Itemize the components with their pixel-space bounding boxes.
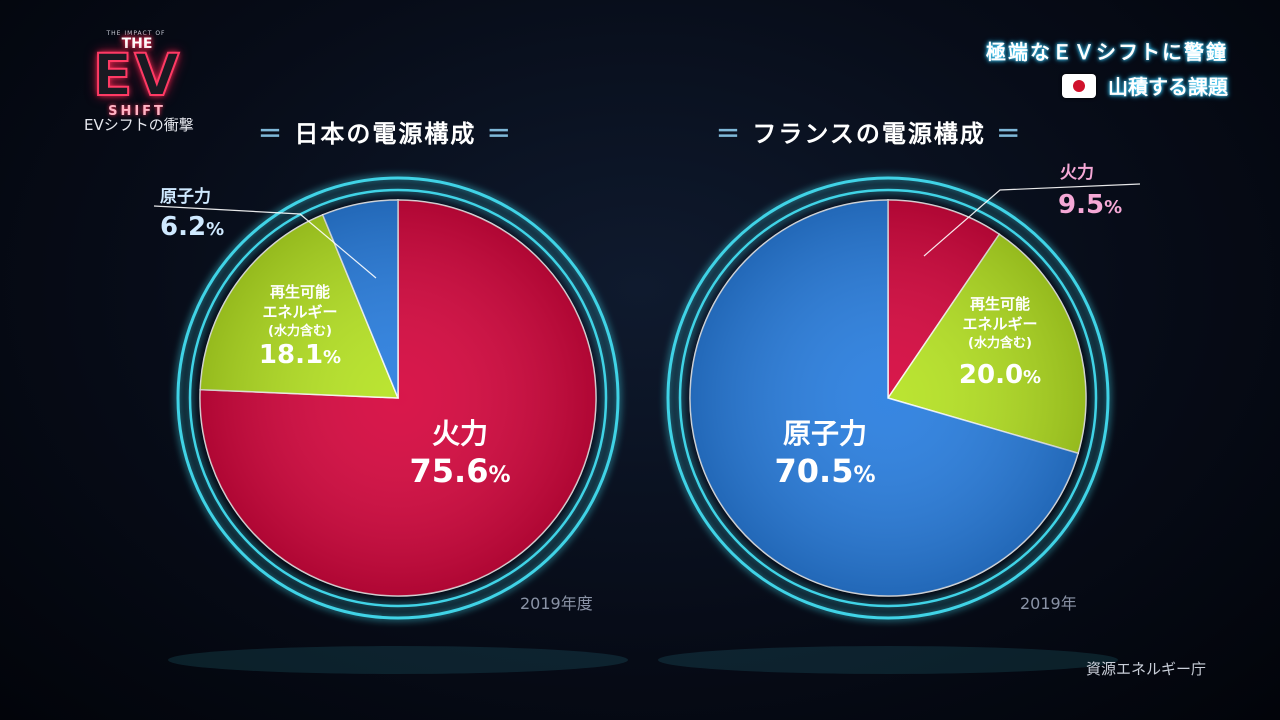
headline-caption: 極端なＥＶシフトに警鐘 山積する課題 — [986, 36, 1228, 100]
japan-flag-icon — [1062, 73, 1096, 98]
france-chart-title: ＝ フランスの電源構成 ＝ — [716, 114, 1022, 149]
logo-ev-text: EV — [92, 41, 182, 109]
japan-floor-reflection — [168, 646, 628, 674]
japan-renewable-label: 再生可能 エネルギー (水力含む) — [262, 283, 338, 339]
france-pie-shading — [690, 200, 1086, 596]
headline-line-2-row: 山積する課題 — [986, 71, 1228, 100]
france-thermal-value: 9.5% — [1058, 190, 1123, 220]
japan-nuclear-value: 6.2% — [160, 212, 225, 242]
japan-renewable-value: 18.1% — [258, 340, 342, 370]
title-dash-left: ＝ — [258, 120, 284, 148]
france-inner-ring — [678, 188, 1098, 608]
ev-shift-logo: THE IMPACT OF THE EV SHIFT — [72, 24, 202, 134]
france-leader-line — [923, 183, 1141, 257]
japan-thermal-label: 火力 — [431, 417, 488, 450]
japan-chart-title: ＝ 日本の電源構成 ＝ — [258, 114, 513, 149]
france-nuclear-value: 70.5% — [774, 452, 876, 490]
japan-outer-ring — [176, 176, 620, 620]
japan-thermal-value: 75.6% — [409, 452, 511, 490]
logo-shift-text: SHIFT — [108, 104, 166, 119]
france-chart-title-text: フランスの電源構成 — [752, 120, 986, 148]
france-thermal-label: 火力 — [1060, 163, 1094, 183]
japan-nuclear-label: 原子力 — [160, 187, 211, 207]
japan-pie-chart — [153, 176, 628, 674]
france-pie-chart — [658, 176, 1141, 674]
france-year-label: 2019年 — [1020, 594, 1077, 613]
france-renewable-label: 再生可能 エネルギー (水力含む) — [962, 295, 1038, 351]
logo-small-text: THE IMPACT OF — [106, 30, 166, 37]
title-dash-right: ＝ — [486, 120, 513, 148]
title-dash-right: ＝ — [996, 120, 1023, 148]
japan-chart-title-text: 日本の電源構成 — [294, 120, 477, 148]
france-floor-reflection — [658, 646, 1118, 674]
logo-the-text: THE — [121, 36, 153, 52]
japan-leader-line — [153, 205, 377, 279]
logo-caption: EVシフトの衝撃 — [84, 116, 194, 134]
france-renewable-value: 20.0% — [958, 360, 1042, 390]
japan-pie-shading — [200, 200, 596, 596]
title-dash-left: ＝ — [716, 120, 742, 148]
headline-line-1: 極端なＥＶシフトに警鐘 — [986, 40, 1228, 64]
japan-inner-ring — [188, 188, 608, 608]
headline-line-2: 山積する課題 — [1108, 75, 1228, 99]
france-outer-ring — [666, 176, 1110, 620]
france-nuclear-label: 原子力 — [782, 417, 867, 450]
japan-year-label: 2019年度 — [520, 594, 593, 613]
source-credit: 資源エネルギー庁 — [1085, 660, 1206, 678]
